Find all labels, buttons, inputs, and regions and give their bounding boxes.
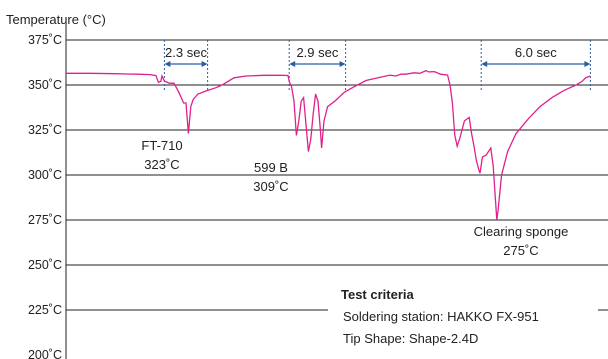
y-tick-label: 250˚C [28, 258, 62, 272]
arrow-head-left [164, 61, 171, 67]
arrow-head-right [584, 61, 591, 67]
peak-label-temp: 323˚C [144, 157, 179, 172]
interval-markers: 2.3 sec 2.9 sec 6.0 sec [163, 40, 591, 92]
test-criteria-box: Test criteria Soldering station: HAKKO F… [328, 282, 598, 350]
y-tick-label: 275˚C [28, 213, 62, 227]
test-criteria-heading: Test criteria [341, 287, 414, 302]
temperature-curve [66, 69, 591, 221]
y-tick-label: 375˚C [28, 33, 62, 47]
y-tick-labels: 375˚C 350˚C 325˚C 300˚C 275˚C 250˚C 225˚C 200˚C [28, 33, 62, 359]
peak-label-name: 599 B [254, 160, 288, 175]
y-tick-label: 300˚C [28, 168, 62, 182]
arrow-head-left [481, 61, 488, 67]
peak-label-temp: 309˚C [253, 179, 288, 194]
arrow-head-right [201, 61, 208, 67]
y-tick-label: 325˚C [28, 123, 62, 137]
interval-label: 2.9 sec [296, 45, 338, 60]
peak-label-temp: 275˚C [503, 243, 538, 258]
y-tick-label: 225˚C [28, 303, 62, 317]
interval-label: 2.3 sec [165, 45, 207, 60]
peak-label-name: FT-710 [141, 138, 182, 153]
arrow-head-right [339, 61, 346, 67]
soldering-station-text: Soldering station: HAKKO FX-951 [343, 309, 539, 324]
y-axis-label: Temperature (°C) [6, 12, 106, 27]
y-tick-label: 350˚C [28, 78, 62, 92]
y-tick-label: 200˚C [28, 348, 62, 359]
tip-shape-text: Tip Shape: Shape-2.4D [343, 331, 479, 346]
gridlines [65, 17, 608, 359]
arrow-head-left [289, 61, 296, 67]
interval-label: 6.0 sec [515, 45, 557, 60]
peak-labels: FT-710 323˚C 599 B 309˚C Clearing sponge 275˚… [141, 138, 568, 258]
peak-label-name: Clearing sponge [474, 224, 569, 239]
